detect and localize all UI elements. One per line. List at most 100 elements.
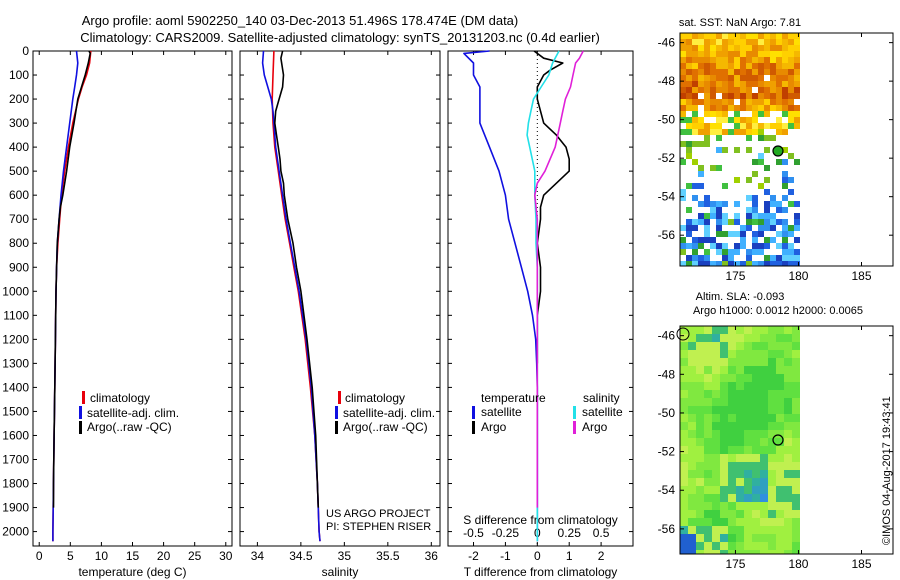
y-tick-label: 1400	[2, 380, 29, 394]
sst-grid-cell	[734, 243, 740, 249]
sla-grid-cell	[744, 374, 752, 382]
sst-grid-cell	[716, 231, 722, 237]
sst-grid-cell	[728, 99, 734, 105]
sla-grid-cell	[680, 518, 688, 526]
sst-grid-cell	[746, 117, 752, 123]
sst-grid-cell	[752, 75, 758, 81]
difference-legend: temperature salinity satellite Argo sate…	[472, 391, 623, 434]
sst-grid-cell	[686, 69, 692, 75]
sst-grid-cell	[716, 213, 722, 219]
sst-grid-cell	[686, 81, 692, 87]
sst-grid-cell	[710, 75, 716, 81]
sst-grid-cell	[686, 183, 692, 189]
sla-grid-cell	[736, 486, 744, 494]
sla-grid-cell	[752, 446, 760, 454]
sst-grid-cell	[746, 51, 752, 57]
legend-label-sal-argo: Argo	[582, 420, 608, 434]
sst-grid-cell	[716, 117, 722, 123]
sla-grid-cell	[688, 438, 696, 446]
sla-grid-cell	[704, 326, 712, 334]
sst-grid-cell	[794, 237, 800, 243]
sst-grid-cell	[698, 165, 704, 171]
sst-grid-cell	[698, 171, 704, 177]
y-tick-label: 1900	[2, 501, 29, 515]
sst-grid-cell	[680, 99, 686, 105]
sst-grid-cell	[782, 69, 788, 75]
sst-grid-cell	[686, 63, 692, 69]
sst-grid-cell	[716, 57, 722, 63]
sla-grid-cell	[704, 374, 712, 382]
sla-grid-cell	[688, 422, 696, 430]
x-tick-label: 20	[157, 549, 171, 563]
sst-grid-cell	[716, 63, 722, 69]
sla-grid-cell	[696, 462, 704, 470]
lat-tick-label: -56	[658, 228, 676, 242]
sst-grid-cell	[716, 201, 722, 207]
sst-grid-cell	[746, 213, 752, 219]
sla-grid-cell	[704, 510, 712, 518]
sst-grid-cell	[740, 93, 746, 99]
lon-tick-label: 175	[725, 557, 745, 571]
sla-grid-cell	[792, 366, 800, 374]
sst-grid-cell	[746, 75, 752, 81]
sla-grid-cell	[768, 550, 776, 554]
sla-grid-cell	[696, 470, 704, 478]
sla-grid-cell	[776, 430, 784, 438]
sla-grid-cell	[776, 542, 784, 550]
difference-profile-panel: -2 -1 0 1 2 T difference from climatology -0.5…	[447, 50, 634, 579]
sst-grid-cell	[758, 33, 764, 39]
sla-grid-cell	[752, 398, 760, 406]
sst-grid-cell	[704, 201, 710, 207]
sst-grid-cell	[692, 99, 698, 105]
sla-grid-cell	[792, 478, 800, 486]
legend-swatch-satellite	[335, 406, 338, 419]
sla-grid-cell	[784, 398, 792, 406]
sst-grid-cell	[746, 219, 752, 225]
sla-grid-cell	[752, 478, 760, 486]
sst-grid-cell	[764, 33, 770, 39]
sst-grid-cell	[794, 111, 800, 117]
sst-grid-cell	[758, 231, 764, 237]
sst-grid-cell	[698, 39, 704, 45]
sst-grid-cell	[764, 135, 770, 141]
sst-grid-cell	[680, 195, 686, 201]
sst-grid-cell	[752, 51, 758, 57]
sla-grid-cell	[736, 430, 744, 438]
sla-grid-cell	[688, 382, 696, 390]
sst-grid-cell	[776, 219, 782, 225]
sst-grid-cell	[758, 99, 764, 105]
sst-grid-cell	[770, 219, 776, 225]
sla-grid-cell	[736, 502, 744, 510]
sst-grid-cell	[752, 123, 758, 129]
sla-grid-cell	[792, 454, 800, 462]
sst-grid-cell	[716, 135, 722, 141]
sst-grid-cell	[692, 237, 698, 243]
sla-grid-cell	[696, 502, 704, 510]
sla-grid-cell	[784, 494, 792, 502]
sla-grid-cell	[696, 366, 704, 374]
sst-grid-cell	[788, 249, 794, 255]
x-tick-label: 35.5	[376, 549, 400, 563]
sla-grid-cell	[760, 358, 768, 366]
sst-grid-cell	[770, 135, 776, 141]
sst-grid-cell	[728, 231, 734, 237]
sst-grid-cell	[716, 243, 722, 249]
sla-grid-cell	[792, 398, 800, 406]
x-tick-label: -2	[468, 549, 479, 563]
sst-grid-cell	[734, 75, 740, 81]
sst-grid-cell	[782, 87, 788, 93]
sst-grid-cell	[704, 123, 710, 129]
sst-grid-cell	[728, 39, 734, 45]
sla-grid-cell	[688, 534, 696, 542]
sst-map-axes: -46 -48 -50 -52 -54 -56 175 180 185	[658, 33, 893, 283]
sst-grid-cell	[752, 129, 758, 135]
sst-grid-cell	[752, 201, 758, 207]
sst-grid-cell	[704, 249, 710, 255]
sla-grid-cell	[704, 462, 712, 470]
sst-grid-cell	[764, 147, 770, 153]
y-tick-label: 1800	[2, 477, 29, 491]
sla-grid-cell	[720, 478, 728, 486]
sst-grid-cell	[692, 255, 698, 261]
sla-grid-cell	[744, 534, 752, 542]
sst-grid-cell	[692, 183, 698, 189]
